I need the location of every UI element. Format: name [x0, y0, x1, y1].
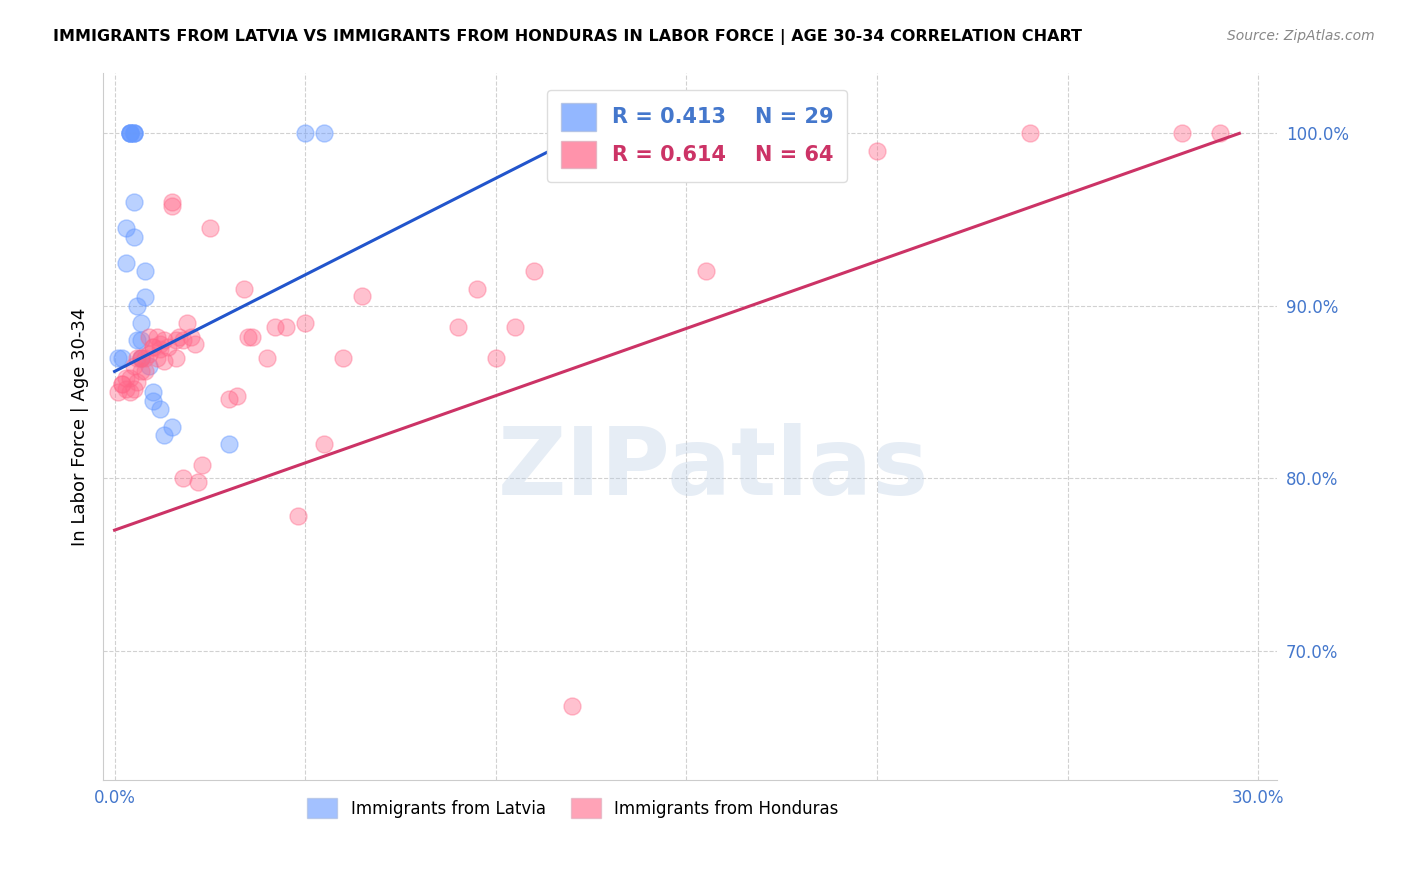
Point [256, 351, 278, 365]
Point [1018, 127, 1040, 141]
Point [107, 385, 129, 400]
Point [160, 199, 183, 213]
Point [180, 330, 202, 344]
Point [240, 330, 263, 344]
Point [138, 330, 160, 344]
Point [115, 221, 138, 235]
Point [127, 334, 149, 348]
Point [138, 347, 160, 361]
Point [145, 330, 167, 344]
Point [129, 364, 152, 378]
Point [129, 351, 152, 365]
Point [314, 437, 336, 451]
Point [287, 509, 309, 524]
Point [115, 371, 138, 385]
Point [160, 195, 183, 210]
Point [236, 330, 259, 344]
Point [122, 127, 145, 141]
Y-axis label: In Labor Force | Age 30-34: In Labor Force | Age 30-34 [72, 308, 89, 546]
Legend: Immigrants from Latvia, Immigrants from Honduras: Immigrants from Latvia, Immigrants from … [301, 791, 845, 825]
Point [142, 385, 165, 400]
Point [111, 376, 134, 391]
Point [332, 351, 354, 365]
Point [142, 393, 165, 408]
Point [118, 127, 141, 141]
Text: ZIPatlas: ZIPatlas [498, 423, 929, 515]
Point [107, 351, 129, 365]
Point [149, 342, 172, 356]
Point [225, 388, 247, 402]
Point [172, 471, 194, 485]
Point [118, 127, 141, 141]
Point [153, 428, 176, 442]
Point [122, 127, 145, 141]
Point [149, 336, 172, 351]
Point [503, 319, 526, 334]
Point [118, 385, 141, 400]
Point [153, 354, 176, 368]
Point [138, 359, 160, 374]
Point [1209, 127, 1232, 141]
Point [561, 699, 583, 714]
Point [142, 340, 165, 354]
Point [695, 264, 717, 278]
Point [111, 376, 134, 391]
Point [122, 127, 145, 141]
Point [127, 351, 149, 365]
Point [127, 299, 149, 313]
Point [1171, 127, 1194, 141]
Point [183, 336, 205, 351]
Point [153, 334, 176, 348]
Point [156, 340, 179, 354]
Point [149, 402, 172, 417]
Point [127, 375, 149, 389]
Point [465, 282, 488, 296]
Point [187, 475, 209, 489]
Point [276, 319, 298, 334]
Point [122, 230, 145, 244]
Point [134, 364, 156, 378]
Point [122, 359, 145, 374]
Point [294, 127, 316, 141]
Point [263, 319, 285, 334]
Point [118, 127, 141, 141]
Point [118, 127, 141, 141]
Point [352, 288, 374, 302]
Point [134, 264, 156, 278]
Point [165, 334, 187, 348]
Point [122, 382, 145, 396]
Point [169, 330, 191, 344]
Point [866, 144, 889, 158]
Point [314, 127, 336, 141]
Point [294, 316, 316, 330]
Point [523, 264, 546, 278]
Point [134, 290, 156, 304]
Point [218, 437, 240, 451]
Point [198, 221, 221, 235]
Text: Source: ZipAtlas.com: Source: ZipAtlas.com [1227, 29, 1375, 44]
Point [118, 371, 141, 385]
Point [160, 419, 183, 434]
Point [176, 316, 198, 330]
Point [111, 351, 134, 365]
Point [485, 351, 508, 365]
Point [129, 351, 152, 365]
Point [218, 392, 240, 406]
Point [165, 351, 187, 365]
Text: IMMIGRANTS FROM LATVIA VS IMMIGRANTS FROM HONDURAS IN LABOR FORCE | AGE 30-34 CO: IMMIGRANTS FROM LATVIA VS IMMIGRANTS FRO… [53, 29, 1083, 45]
Point [129, 334, 152, 348]
Point [191, 458, 214, 472]
Point [172, 334, 194, 348]
Point [122, 195, 145, 210]
Point [129, 351, 152, 365]
Point [233, 282, 256, 296]
Point [129, 316, 152, 330]
Point [115, 382, 138, 396]
Point [447, 319, 470, 334]
Point [142, 340, 165, 354]
Point [145, 351, 167, 365]
Point [115, 256, 138, 270]
Point [134, 351, 156, 365]
